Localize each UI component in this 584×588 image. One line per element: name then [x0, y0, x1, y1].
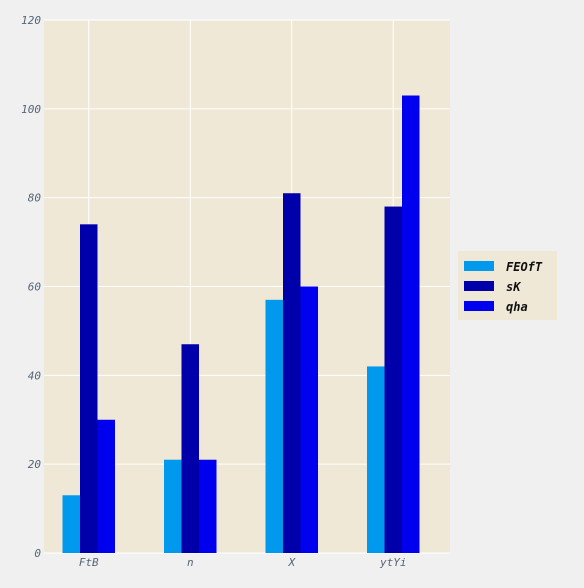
legend-label-sK: sK	[506, 280, 522, 294]
bar-FEOfT-X	[265, 299, 283, 553]
bar-sK-n	[181, 344, 199, 553]
legend-swatch-qha	[464, 301, 494, 311]
bar-sK-FtB	[80, 224, 98, 554]
x-tick-label: n	[187, 556, 194, 569]
bar-qha-n	[199, 459, 217, 553]
bar-qha-X	[300, 286, 318, 553]
bar-qha-FtB	[97, 419, 115, 553]
bar-FEOfT-ytYi	[367, 366, 385, 553]
x-tick-label: FtB	[79, 556, 99, 569]
y-tick-label: 20	[28, 458, 42, 471]
legend: FEOfT sK qha	[458, 251, 557, 320]
bar-sK-X	[283, 193, 301, 553]
x-tick-label: X	[287, 556, 296, 569]
y-tick-label: 40	[28, 369, 42, 382]
bar-FEOfT-FtB	[62, 495, 80, 553]
y-tick-label: 120	[21, 14, 41, 27]
y-tick-label: 100	[21, 103, 41, 116]
y-tick-label: 80	[28, 192, 42, 205]
legend-label-qha: qha	[506, 300, 528, 314]
bar-sK-ytYi	[384, 206, 402, 554]
y-tick-label: 60	[28, 281, 42, 294]
bar-qha-ytYi	[402, 95, 420, 553]
bar-FEOfT-n	[164, 459, 182, 553]
legend-label-FEOfT: FEOfT	[506, 260, 543, 274]
legend-swatch-sK	[464, 281, 494, 291]
legend-swatch-FEOfT	[464, 261, 494, 271]
x-tick-label: ytYi	[379, 556, 407, 569]
y-tick-label: 0	[34, 547, 41, 560]
